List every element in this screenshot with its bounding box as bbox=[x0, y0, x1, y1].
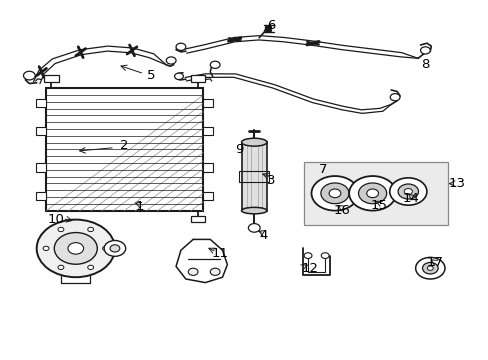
Circle shape bbox=[358, 183, 386, 204]
Bar bbox=[36, 127, 46, 135]
Circle shape bbox=[87, 265, 93, 270]
Circle shape bbox=[427, 266, 432, 270]
Circle shape bbox=[304, 253, 311, 258]
Text: 9: 9 bbox=[235, 143, 244, 156]
Circle shape bbox=[311, 176, 358, 211]
Bar bbox=[203, 192, 212, 200]
Text: 3: 3 bbox=[266, 174, 275, 186]
Circle shape bbox=[188, 268, 198, 275]
Bar bbox=[36, 99, 46, 107]
Bar bbox=[203, 99, 212, 107]
Text: 7: 7 bbox=[318, 163, 326, 176]
Circle shape bbox=[321, 253, 328, 258]
Circle shape bbox=[320, 183, 348, 204]
Circle shape bbox=[58, 265, 64, 270]
Bar bbox=[190, 216, 205, 222]
Text: 8: 8 bbox=[420, 58, 429, 71]
Circle shape bbox=[366, 189, 378, 198]
Circle shape bbox=[397, 184, 418, 199]
Text: 14: 14 bbox=[402, 192, 418, 204]
Bar bbox=[46, 88, 203, 211]
Circle shape bbox=[58, 227, 64, 231]
Text: 16: 16 bbox=[333, 204, 350, 217]
Text: 5: 5 bbox=[147, 69, 156, 82]
Text: 4: 4 bbox=[259, 229, 268, 242]
Text: 12: 12 bbox=[302, 262, 318, 275]
Circle shape bbox=[174, 73, 183, 80]
Text: 15: 15 bbox=[370, 199, 386, 212]
Circle shape bbox=[37, 220, 115, 277]
Text: 1: 1 bbox=[135, 201, 143, 213]
Text: 13: 13 bbox=[448, 177, 465, 190]
Circle shape bbox=[328, 189, 340, 198]
Bar bbox=[44, 75, 59, 82]
Circle shape bbox=[104, 240, 125, 256]
Circle shape bbox=[210, 61, 220, 68]
Circle shape bbox=[248, 224, 260, 232]
Bar bbox=[190, 75, 205, 82]
Text: 11: 11 bbox=[211, 247, 228, 260]
Ellipse shape bbox=[241, 207, 266, 214]
Bar bbox=[241, 142, 266, 211]
Text: 10: 10 bbox=[48, 213, 64, 226]
Bar bbox=[304, 162, 447, 225]
Circle shape bbox=[389, 178, 426, 205]
Circle shape bbox=[102, 246, 108, 251]
Circle shape bbox=[54, 233, 97, 264]
Circle shape bbox=[43, 246, 49, 251]
Circle shape bbox=[23, 71, 35, 80]
Text: 2: 2 bbox=[120, 139, 129, 152]
Text: 17: 17 bbox=[426, 256, 443, 269]
Bar bbox=[36, 163, 46, 172]
Circle shape bbox=[404, 189, 411, 194]
Bar bbox=[203, 163, 212, 172]
Circle shape bbox=[166, 57, 176, 64]
Bar bbox=[203, 127, 212, 135]
Circle shape bbox=[348, 176, 395, 211]
Bar bbox=[239, 171, 269, 182]
Circle shape bbox=[422, 262, 437, 274]
Circle shape bbox=[68, 243, 83, 254]
Circle shape bbox=[415, 257, 444, 279]
Circle shape bbox=[87, 227, 93, 231]
Circle shape bbox=[176, 43, 185, 50]
Circle shape bbox=[420, 47, 429, 54]
Ellipse shape bbox=[241, 138, 266, 146]
Text: 6: 6 bbox=[266, 19, 275, 32]
Circle shape bbox=[210, 268, 220, 275]
Bar bbox=[36, 192, 46, 200]
Circle shape bbox=[110, 245, 120, 252]
Circle shape bbox=[389, 94, 399, 101]
